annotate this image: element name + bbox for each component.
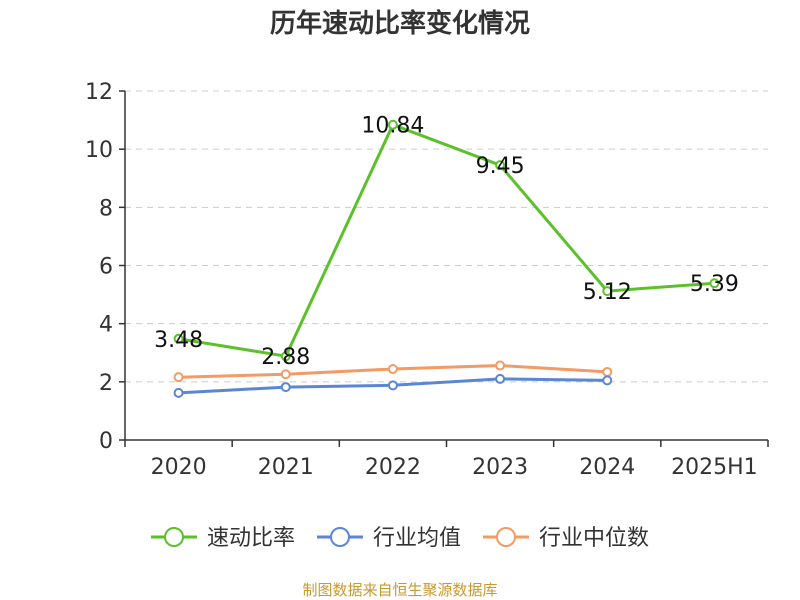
data-point	[173, 372, 184, 383]
data-label: 5.39	[690, 272, 739, 297]
source-note: 制图数据来自恒生聚源数据库	[302, 581, 497, 599]
axis-layer: 0 2 4 6 8 10 12 2020 2021 2022 2023 2024 2025H1	[85, 80, 769, 480]
data-point	[495, 360, 506, 371]
data-label: 3.48	[154, 328, 203, 353]
y-tick-label: 2	[99, 371, 113, 396]
data-point	[602, 375, 613, 386]
series-line	[178, 123, 715, 358]
data-point	[387, 380, 398, 391]
data-point	[173, 333, 184, 344]
data-point	[280, 382, 291, 393]
y-tick-label: 10	[85, 138, 113, 163]
x-tick-label: 2020	[151, 455, 207, 480]
data-point	[709, 278, 720, 289]
legend-label: 行业中位数	[539, 526, 649, 551]
y-tick-label: 4	[99, 313, 113, 338]
data-point	[173, 387, 184, 398]
legend-label: 行业均值	[373, 526, 461, 551]
legend: 速动比率 行业均值 行业中位数	[151, 526, 649, 551]
data-label: 9.45	[476, 154, 525, 179]
data-point	[495, 160, 506, 171]
x-tick-label: 2023	[472, 455, 528, 480]
data-label-layer: 3.48 2.88 10.84 9.45 5.12 5.39	[154, 114, 739, 371]
chart-title: 历年速动比率变化情况	[270, 8, 530, 39]
y-tick-label: 0	[99, 429, 113, 454]
legend-label: 速动比率	[207, 526, 295, 551]
data-point	[602, 286, 613, 297]
data-point	[387, 364, 398, 375]
x-tick-label: 2022	[365, 455, 421, 480]
legend-symbol-marker	[330, 527, 350, 547]
y-tick-label: 8	[99, 196, 113, 221]
y-tick-label: 12	[85, 80, 113, 105]
data-point	[387, 119, 398, 130]
data-point	[280, 351, 291, 362]
x-tick-label: 2021	[258, 455, 314, 480]
data-label: 10.84	[361, 114, 424, 139]
grid-layer	[125, 90, 768, 383]
data-point	[280, 369, 291, 380]
data-label: 5.12	[583, 280, 632, 305]
data-label: 2.88	[261, 345, 310, 370]
series-layer	[173, 119, 720, 398]
data-point	[495, 373, 506, 384]
x-tick-label: 2025H1	[671, 455, 758, 480]
legend-symbol-marker	[164, 527, 184, 547]
data-point	[602, 366, 613, 377]
x-tick-label: 2024	[579, 455, 635, 480]
y-tick-label: 6	[99, 255, 113, 280]
legend-symbol-marker	[496, 527, 516, 547]
